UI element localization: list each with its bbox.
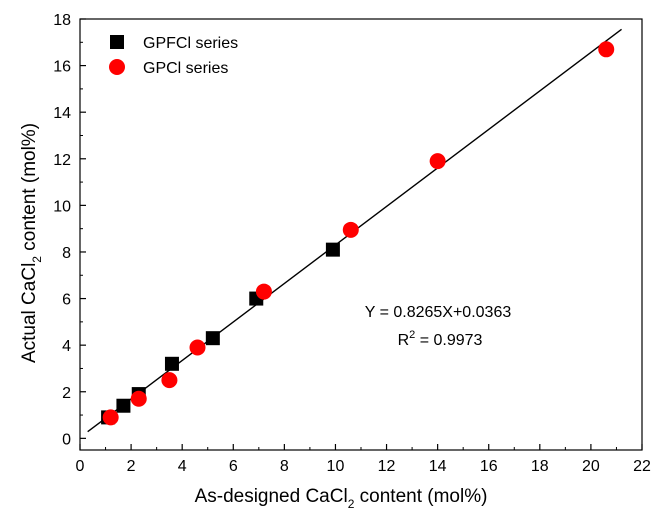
x-tick-label: 18	[531, 458, 549, 475]
legend-marker-gpfcl	[110, 35, 124, 49]
r-squared-label: R2 = 0.9973	[398, 329, 483, 349]
data-point-circle	[161, 372, 178, 389]
y-tick-label: 18	[53, 12, 71, 29]
legend: GPFCl series GPCl series	[109, 35, 238, 77]
x-tick-label: 2	[127, 458, 136, 475]
fit-equation: Y = 0.8265X+0.0363	[365, 304, 512, 321]
y-tick-labels: 0 2 4 6 8 10 12 14 16 18	[53, 12, 71, 448]
legend-label-gpcl: GPCl series	[143, 60, 228, 77]
x-tick-label: 22	[633, 458, 651, 475]
x-tick-label: 0	[76, 458, 85, 475]
data-point-square	[325, 242, 340, 257]
data-points-layer	[101, 41, 615, 426]
x-tick-labels: 0 2 4 6 8 10 12 14 16 18 20 22	[76, 458, 651, 475]
x-tick-label: 12	[378, 458, 396, 475]
x-tick-label: 20	[582, 458, 600, 475]
legend-label-gpfcl: GPFCl series	[143, 35, 238, 52]
data-point-circle	[342, 221, 359, 238]
y-tick-label: 12	[53, 152, 71, 169]
y-tick-label: 6	[62, 292, 71, 309]
data-point-square	[205, 331, 220, 346]
data-point-circle	[598, 41, 615, 58]
x-axis-title: As-designed CaCl2 content (mol%)	[195, 486, 488, 511]
x-tick-label: 10	[327, 458, 345, 475]
data-point-circle	[255, 283, 272, 300]
data-point-square	[164, 356, 179, 371]
axis-ticks	[79, 18, 643, 450]
x-tick-label: 14	[429, 458, 447, 475]
data-point-circle	[102, 409, 119, 426]
y-tick-label: 4	[62, 338, 71, 355]
x-tick-label: 16	[480, 458, 498, 475]
y-axis-title: Actual CaCl2 content (mol%)	[19, 123, 44, 363]
data-point-circle	[429, 153, 446, 170]
data-point-square	[116, 398, 131, 413]
x-tick-label: 4	[178, 458, 187, 475]
x-tick-label: 8	[280, 458, 289, 475]
data-point-circle	[130, 390, 147, 407]
data-point-circle	[189, 339, 206, 356]
y-tick-label: 14	[53, 105, 71, 122]
y-tick-label: 16	[53, 59, 71, 76]
y-tick-label: 0	[62, 431, 71, 448]
y-tick-label: 2	[62, 385, 71, 402]
legend-marker-gpcl	[109, 59, 125, 75]
x-tick-label: 6	[229, 458, 238, 475]
y-tick-label: 8	[62, 245, 71, 262]
y-tick-label: 10	[53, 198, 71, 215]
